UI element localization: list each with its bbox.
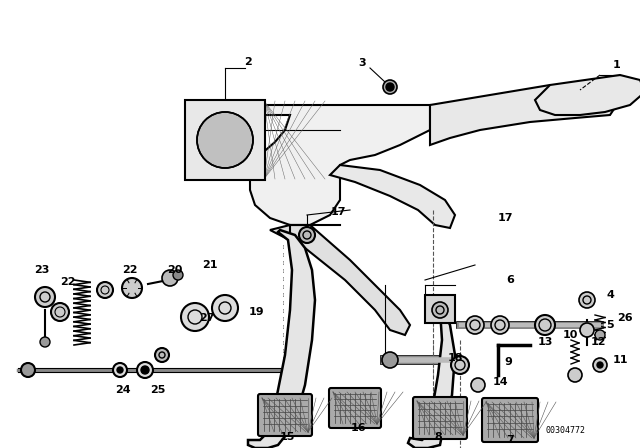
Text: 12: 12 (590, 337, 605, 347)
Text: 18: 18 (447, 353, 463, 363)
Circle shape (383, 80, 397, 94)
Polygon shape (535, 75, 640, 115)
FancyBboxPatch shape (413, 397, 467, 439)
Text: 13: 13 (538, 337, 553, 347)
Text: 7: 7 (506, 435, 514, 445)
Circle shape (580, 323, 594, 337)
Text: 27: 27 (199, 313, 215, 323)
Text: 11: 11 (612, 355, 628, 365)
Text: 21: 21 (202, 260, 218, 270)
Text: 10: 10 (563, 330, 578, 340)
Circle shape (593, 358, 607, 372)
Circle shape (466, 316, 484, 334)
Circle shape (141, 366, 149, 374)
Text: 16: 16 (350, 423, 366, 433)
Circle shape (491, 316, 509, 334)
Text: 17: 17 (330, 207, 346, 217)
Text: 1: 1 (613, 60, 621, 70)
Circle shape (451, 356, 469, 374)
Circle shape (471, 378, 485, 392)
Circle shape (162, 270, 178, 286)
Text: 9: 9 (504, 357, 512, 367)
Circle shape (173, 270, 183, 280)
Text: 3: 3 (358, 58, 366, 68)
Polygon shape (270, 225, 410, 335)
Text: 15: 15 (279, 432, 294, 442)
Circle shape (568, 368, 582, 382)
Circle shape (535, 315, 555, 335)
Circle shape (137, 362, 153, 378)
Polygon shape (220, 105, 430, 225)
FancyBboxPatch shape (329, 388, 381, 428)
Circle shape (155, 348, 169, 362)
Circle shape (595, 330, 605, 340)
Circle shape (382, 352, 398, 368)
Polygon shape (430, 85, 620, 145)
Text: 20: 20 (167, 265, 182, 275)
FancyBboxPatch shape (258, 394, 312, 436)
Circle shape (299, 227, 315, 243)
Circle shape (21, 363, 35, 377)
Text: 24: 24 (115, 385, 131, 395)
Text: 6: 6 (506, 275, 514, 285)
Circle shape (122, 278, 142, 298)
Text: 8: 8 (434, 432, 442, 442)
Polygon shape (248, 230, 315, 448)
Text: 23: 23 (35, 265, 50, 275)
Circle shape (386, 83, 394, 91)
Text: 2: 2 (244, 57, 252, 67)
Text: 19: 19 (249, 307, 265, 317)
FancyBboxPatch shape (482, 398, 538, 442)
Bar (425, 295, 455, 323)
Text: 17: 17 (497, 213, 513, 223)
Circle shape (97, 282, 113, 298)
Text: 22: 22 (60, 277, 76, 287)
Circle shape (432, 302, 448, 318)
Circle shape (197, 112, 253, 168)
Circle shape (181, 303, 209, 331)
Circle shape (597, 362, 603, 368)
Text: 26: 26 (617, 313, 633, 323)
Circle shape (40, 337, 50, 347)
Text: 22: 22 (122, 265, 138, 275)
Polygon shape (408, 295, 455, 448)
Circle shape (212, 295, 238, 321)
Polygon shape (330, 165, 455, 228)
Text: 4: 4 (606, 290, 614, 300)
Circle shape (579, 292, 595, 308)
Circle shape (113, 363, 127, 377)
Text: 14: 14 (492, 377, 508, 387)
Circle shape (35, 287, 55, 307)
Bar (185, 100, 265, 180)
Circle shape (51, 303, 69, 321)
Text: 25: 25 (150, 385, 166, 395)
Circle shape (117, 367, 123, 373)
Text: 00304772: 00304772 (545, 426, 585, 435)
Text: 5: 5 (606, 320, 614, 330)
